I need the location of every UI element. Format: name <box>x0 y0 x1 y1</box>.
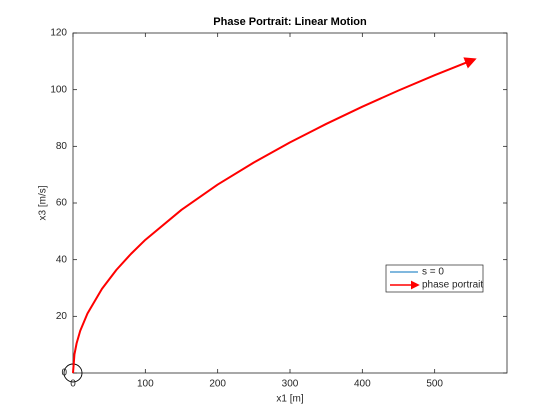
legend-label: phase portrait <box>422 280 483 291</box>
x-tick-label: 300 <box>282 379 299 390</box>
x-tick-label: 200 <box>209 379 226 390</box>
x-tick-label: 500 <box>426 379 443 390</box>
legend-label: s = 0 <box>422 267 444 278</box>
plot-area <box>72 32 508 374</box>
legend-box <box>385 264 484 293</box>
x-axis-label: x1 [m] <box>276 394 303 405</box>
series-line <box>72 57 477 374</box>
y-tick-label: 20 <box>56 311 68 322</box>
y-tick-label: 80 <box>56 141 68 152</box>
y-tick-label: 60 <box>56 198 68 209</box>
y-tick-label: 120 <box>50 28 67 39</box>
y-axis-label: x3 [m/s] <box>38 185 49 220</box>
y-tick-label: 100 <box>50 84 67 95</box>
chart-title: Phase Portrait: Linear Motion <box>213 16 367 28</box>
x-tick-label: 100 <box>137 379 154 390</box>
y-tick-label: 40 <box>56 254 68 265</box>
y-tick-label: 0 <box>61 368 67 379</box>
x-tick-label: 0 <box>70 379 76 390</box>
x-tick-label: 400 <box>354 379 371 390</box>
